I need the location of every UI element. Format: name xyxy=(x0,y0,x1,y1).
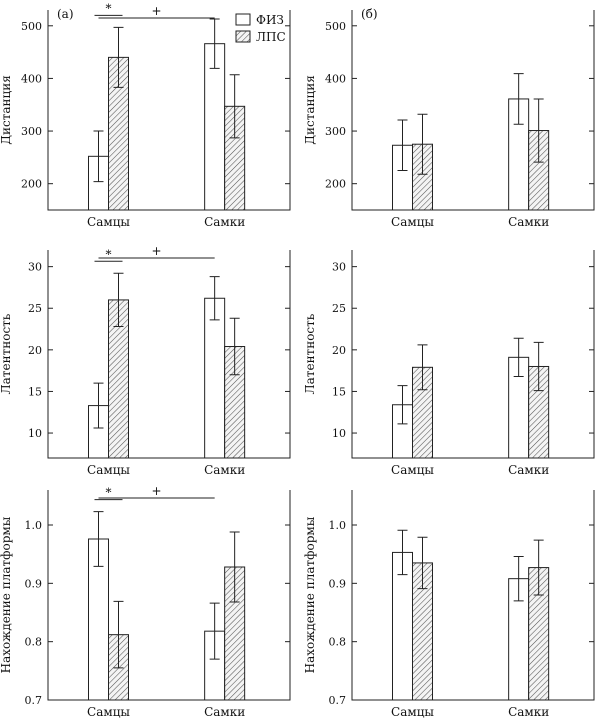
panel-1: 200 300 400 500 Дистанция (а) Самцы Самки + * xyxy=(0,1,291,229)
error-bar xyxy=(397,119,408,172)
legend-label: ФИЗ xyxy=(256,13,284,27)
y-tick-label: 25 xyxy=(28,302,42,315)
category-label: Самцы xyxy=(391,215,434,229)
legend-swatch-fiz xyxy=(235,13,251,26)
bar-fiz-females xyxy=(204,297,226,459)
category-label: Самцы xyxy=(391,705,434,719)
y-tick-label: 30 xyxy=(28,261,42,274)
y-tick-label: 10 xyxy=(28,427,42,440)
y-tick-label: 15 xyxy=(28,385,42,398)
error-bar xyxy=(93,511,104,567)
y-tick-label: 0.9 xyxy=(25,577,43,590)
axis-frame xyxy=(351,250,595,459)
y-tick-label: 10 xyxy=(332,427,346,440)
category-label: Самки xyxy=(508,705,549,719)
error-bar xyxy=(209,18,220,69)
y-tick-label: 0.8 xyxy=(329,636,347,649)
error-bar xyxy=(513,556,524,602)
y-tick-label: 30 xyxy=(332,261,346,274)
panel-2: 200 300 400 500 Дистанция (б) Самцы Самки xyxy=(303,7,595,229)
error-bar xyxy=(417,536,428,590)
error-bar xyxy=(113,26,124,88)
error-bar xyxy=(229,74,240,139)
y-axis-label: Дистанция xyxy=(303,75,317,145)
category-label: Самцы xyxy=(87,463,130,477)
axis-frame xyxy=(351,490,595,701)
error-bar xyxy=(209,602,220,660)
between-groups-mark: + xyxy=(152,484,162,498)
y-tick-label: 200 xyxy=(325,178,346,191)
within-group-mark: * xyxy=(106,247,112,261)
y-tick-label: 0.8 xyxy=(25,636,43,649)
y-tick-label: 300 xyxy=(325,125,346,138)
y-tick-label: 500 xyxy=(325,20,346,33)
error-bar xyxy=(533,98,544,163)
y-axis-label: Дистанция xyxy=(0,75,13,145)
within-group-mark: * xyxy=(106,486,112,500)
error-bar xyxy=(93,130,104,183)
error-bar xyxy=(417,113,428,175)
y-tick-label: 500 xyxy=(21,20,42,33)
error-bar xyxy=(113,272,124,328)
y-tick-label: 300 xyxy=(21,125,42,138)
y-axis-label: Нахождение платформы xyxy=(303,516,317,673)
category-label: Самки xyxy=(508,463,549,477)
y-tick-label: 15 xyxy=(332,385,346,398)
legend-swatch-lps xyxy=(235,30,251,43)
error-bar xyxy=(209,276,220,321)
error-bar xyxy=(533,539,544,596)
y-axis-label: Латентность xyxy=(0,313,13,394)
error-bar xyxy=(397,529,408,576)
y-axis-label: Латентность xyxy=(303,313,317,394)
axis-frame xyxy=(351,10,595,211)
within-group-mark: * xyxy=(106,1,112,15)
category-label: Самцы xyxy=(391,463,434,477)
panel-5: 0.7 0.8 0.9 1.0 Нахождение платформы Самцы Сам… xyxy=(0,484,291,719)
error-bar xyxy=(229,531,240,603)
y-tick-label: 0.7 xyxy=(25,694,43,707)
error-bar xyxy=(513,337,524,377)
panel-3: 10 15 20 25 30 Латентность Самцы Самки + * xyxy=(0,244,291,477)
y-tick-label: 0.7 xyxy=(329,694,347,707)
category-label: Самки xyxy=(204,215,245,229)
y-tick-label: 0.9 xyxy=(329,577,347,590)
y-tick-label: 400 xyxy=(325,72,346,85)
panels: 200 300 400 500 Дистанция (а) Самцы Самки + * 200 3… xyxy=(0,1,595,719)
axis-frame xyxy=(47,250,291,459)
category-label: Самки xyxy=(204,463,245,477)
y-tick-label: 1.0 xyxy=(329,519,347,532)
error-bar xyxy=(113,600,124,669)
between-groups-mark: + xyxy=(152,4,162,18)
panel-4: 10 15 20 25 30 Латентность Самцы Самки xyxy=(303,250,595,477)
error-bar xyxy=(93,382,104,429)
y-axis-label: Нахождение платформы xyxy=(0,516,13,673)
legend-label: ЛПС xyxy=(256,30,286,44)
y-tick-label: 20 xyxy=(332,344,346,357)
category-label: Самцы xyxy=(87,705,130,719)
error-bar xyxy=(397,385,408,425)
error-bar xyxy=(417,344,428,391)
y-tick-label: 200 xyxy=(21,178,42,191)
panel-label: (а) xyxy=(57,7,74,21)
error-bar xyxy=(533,341,544,392)
category-label: Самки xyxy=(204,705,245,719)
y-tick-label: 20 xyxy=(28,344,42,357)
axis-frame xyxy=(47,10,291,211)
error-bar xyxy=(513,73,524,125)
panel-6: 0.7 0.8 0.9 1.0 Нахождение платформы Самцы Сам… xyxy=(303,490,595,719)
category-label: Самцы xyxy=(87,215,130,229)
legend: ФИЗ ЛПС xyxy=(235,13,286,44)
axis-frame xyxy=(47,490,291,701)
y-tick-label: 400 xyxy=(21,72,42,85)
between-groups-mark: + xyxy=(152,244,162,258)
y-tick-label: 1.0 xyxy=(25,519,43,532)
category-label: Самки xyxy=(508,215,549,229)
y-tick-label: 25 xyxy=(332,302,346,315)
error-bar xyxy=(229,317,240,376)
panel-label: (б) xyxy=(361,7,378,21)
